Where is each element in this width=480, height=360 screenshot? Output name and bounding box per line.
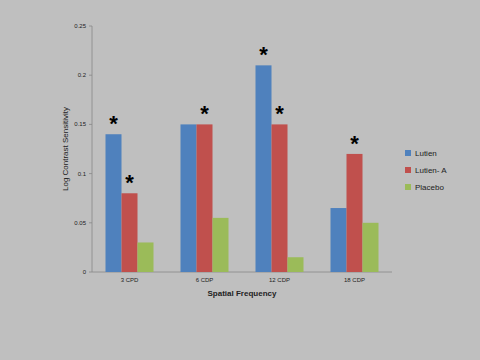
annotation: * <box>200 101 209 126</box>
bar <box>256 65 272 272</box>
y-axis-line <box>92 26 93 272</box>
y-tick <box>89 124 92 125</box>
bar <box>363 223 379 272</box>
y-axis-label: Log Contrast Sensitivity <box>61 107 70 191</box>
annotation: * <box>350 131 359 156</box>
y-tick <box>89 272 92 273</box>
x-tick-label: 3 CPD <box>121 277 139 283</box>
legend-swatch <box>405 150 411 156</box>
bar <box>213 218 229 272</box>
bar <box>288 257 304 272</box>
annotation: * <box>125 170 134 195</box>
bar <box>272 124 288 272</box>
x-tick-label: 12 CDP <box>269 277 290 283</box>
y-tick <box>89 173 92 174</box>
y-tick-label: 0.25 <box>74 23 86 29</box>
chart: 0 0.05 0.1 0.15 0.2 0.25 3 CPD 6 CDP 12 CDP 18 CD… <box>0 0 480 360</box>
annotation: * <box>275 101 284 126</box>
annotation: * <box>109 111 118 136</box>
annotation: * <box>259 42 268 67</box>
bar <box>138 242 154 272</box>
x-tick-label: 18 CDP <box>344 277 365 283</box>
y-tick-label: 0.2 <box>78 72 87 78</box>
bar <box>122 193 138 272</box>
y-tick <box>89 26 92 27</box>
bar <box>331 208 347 272</box>
bar <box>106 134 122 272</box>
legend-swatch <box>405 184 411 190</box>
y-tick <box>89 75 92 76</box>
y-tick-label: 0.1 <box>78 171 87 177</box>
y-tick <box>89 222 92 223</box>
bar <box>347 154 363 272</box>
legend-label: Lutien- A <box>415 166 447 175</box>
bar <box>197 124 213 272</box>
x-tick-label: 6 CDP <box>196 277 214 283</box>
legend-label: Placebo <box>415 183 444 192</box>
x-axis-label: Spatial Frequency <box>208 289 277 298</box>
legend-swatch <box>405 167 411 173</box>
legend-label: Lutien <box>415 149 437 158</box>
y-tick-label: 0 <box>83 269 87 275</box>
bar <box>181 124 197 272</box>
background <box>0 0 480 360</box>
y-tick-label: 0.15 <box>74 121 86 127</box>
y-tick-label: 0.05 <box>74 220 86 226</box>
bars <box>106 65 379 272</box>
